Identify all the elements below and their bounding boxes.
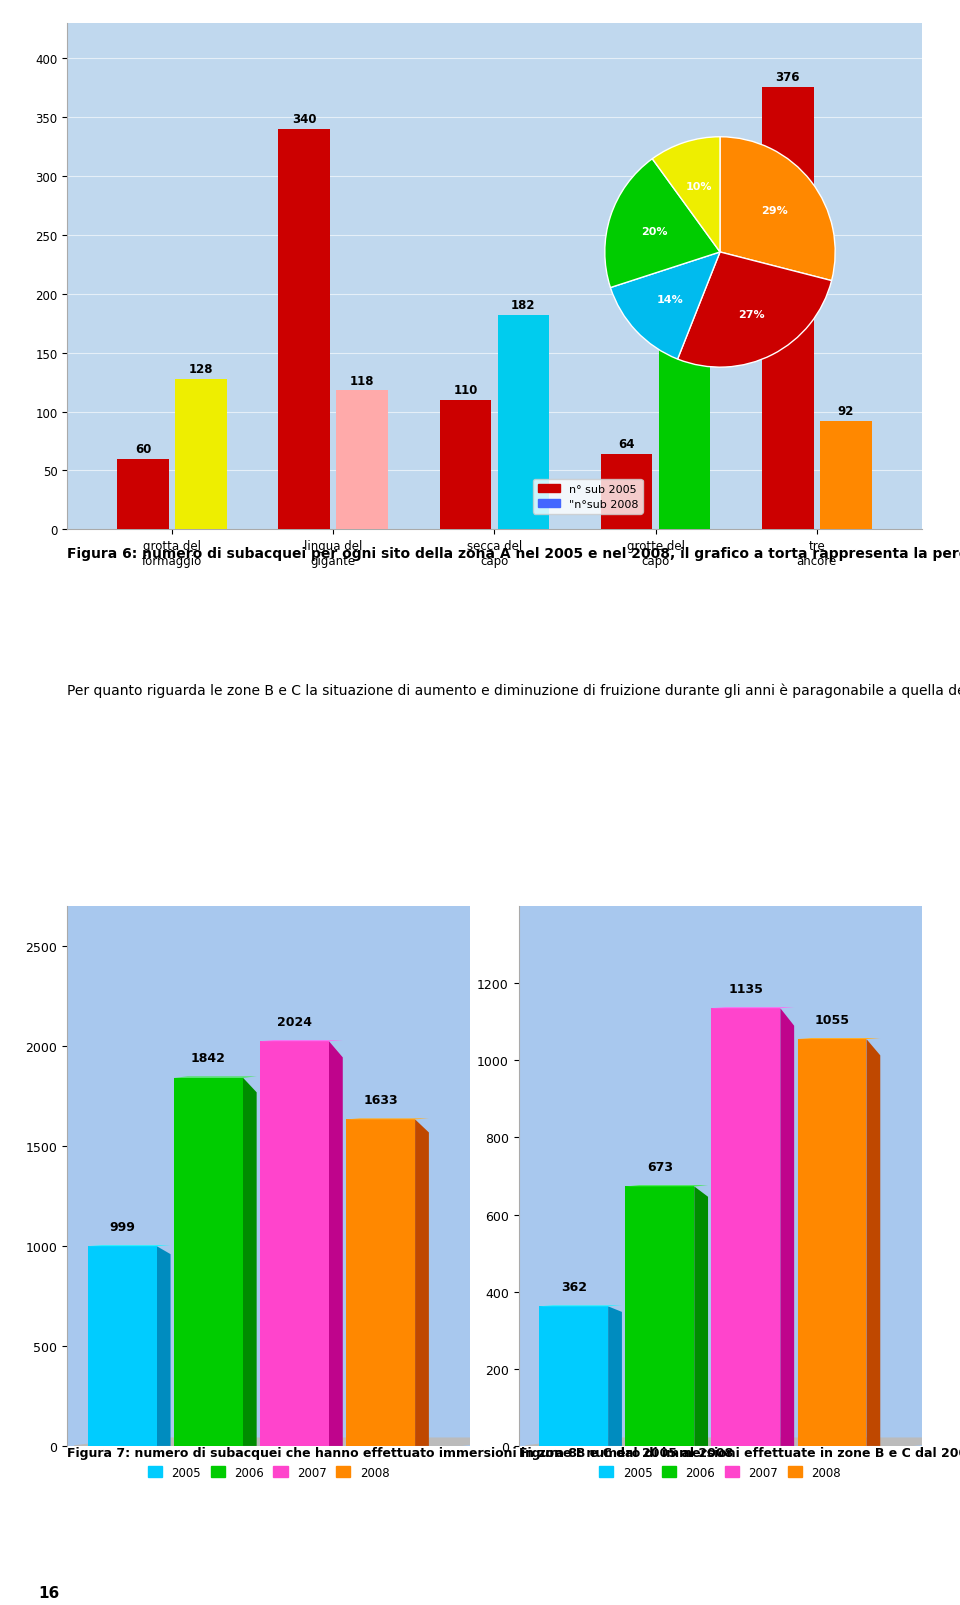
Polygon shape [525, 1438, 960, 1446]
Bar [540, 1306, 608, 1446]
Text: Figura 7: numero di subacquei che hanno effettuato immersioni in zone B e C dal : Figura 7: numero di subacquei che hanno … [67, 1446, 733, 1459]
Bar [174, 1079, 243, 1446]
Wedge shape [720, 138, 835, 281]
Text: 362: 362 [561, 1281, 587, 1294]
Text: 10%: 10% [685, 181, 712, 193]
Text: 64: 64 [618, 438, 635, 451]
Bar [117, 459, 169, 530]
Bar [176, 379, 227, 530]
Text: 16: 16 [38, 1586, 60, 1600]
Text: 20%: 20% [641, 226, 667, 236]
Bar [260, 1042, 329, 1446]
Text: 1135: 1135 [729, 982, 763, 995]
Polygon shape [329, 1042, 343, 1446]
Text: 110: 110 [453, 384, 477, 396]
Text: 27%: 27% [738, 310, 765, 319]
Bar [347, 1120, 415, 1446]
Text: 1842: 1842 [191, 1051, 226, 1064]
Polygon shape [608, 1306, 622, 1446]
Text: 376: 376 [776, 71, 800, 83]
Text: 2024: 2024 [277, 1014, 312, 1029]
Text: Per quanto riguarda le zone B e C la situazione di aumento e diminuzione di frui: Per quanto riguarda le zone B e C la sit… [67, 684, 960, 698]
Bar [278, 130, 330, 530]
Text: 14%: 14% [657, 295, 683, 305]
Text: 1055: 1055 [814, 1013, 850, 1026]
Text: 92: 92 [838, 404, 854, 419]
Text: 1633: 1633 [363, 1093, 398, 1106]
Bar [762, 88, 813, 530]
Polygon shape [694, 1186, 708, 1446]
Bar [798, 1040, 867, 1446]
Wedge shape [605, 159, 720, 289]
Legend: 2005, 2006, 2007, 2008: 2005, 2006, 2007, 2008 [143, 1461, 395, 1483]
Bar [88, 1247, 156, 1446]
Text: 128: 128 [189, 363, 213, 376]
Polygon shape [74, 1438, 522, 1446]
Text: 255: 255 [672, 213, 697, 226]
Bar [711, 1008, 780, 1446]
Text: Figura 8: numero di immersioni effettuate in zone B e C dal 2005 al 2008: Figura 8: numero di immersioni effettuat… [518, 1446, 960, 1459]
Text: Figura 6: numero di subacquei per ogni sito della zona A nel 2005 e nel 2008, il: Figura 6: numero di subacquei per ogni s… [67, 547, 960, 560]
Text: 340: 340 [292, 114, 317, 127]
Bar [625, 1186, 694, 1446]
Text: 182: 182 [511, 299, 536, 313]
Bar [601, 454, 653, 530]
Polygon shape [415, 1120, 429, 1446]
Bar [336, 392, 388, 530]
Polygon shape [780, 1008, 794, 1446]
Legend: n° sub 2005, "n°sub 2008: n° sub 2005, "n°sub 2008 [533, 480, 642, 514]
Polygon shape [867, 1040, 880, 1446]
Text: 673: 673 [647, 1160, 673, 1173]
Wedge shape [652, 138, 720, 252]
Polygon shape [156, 1247, 171, 1446]
Polygon shape [243, 1079, 256, 1446]
Bar [659, 230, 710, 530]
Bar [820, 422, 872, 530]
Text: 60: 60 [134, 443, 151, 456]
Legend: 2005, 2006, 2007, 2008: 2005, 2006, 2007, 2008 [594, 1461, 846, 1483]
Text: 29%: 29% [761, 205, 788, 215]
Bar [440, 401, 492, 530]
Wedge shape [678, 252, 831, 368]
Text: 999: 999 [109, 1220, 135, 1233]
Bar [497, 316, 549, 530]
Wedge shape [611, 252, 720, 360]
Text: 118: 118 [350, 374, 374, 387]
